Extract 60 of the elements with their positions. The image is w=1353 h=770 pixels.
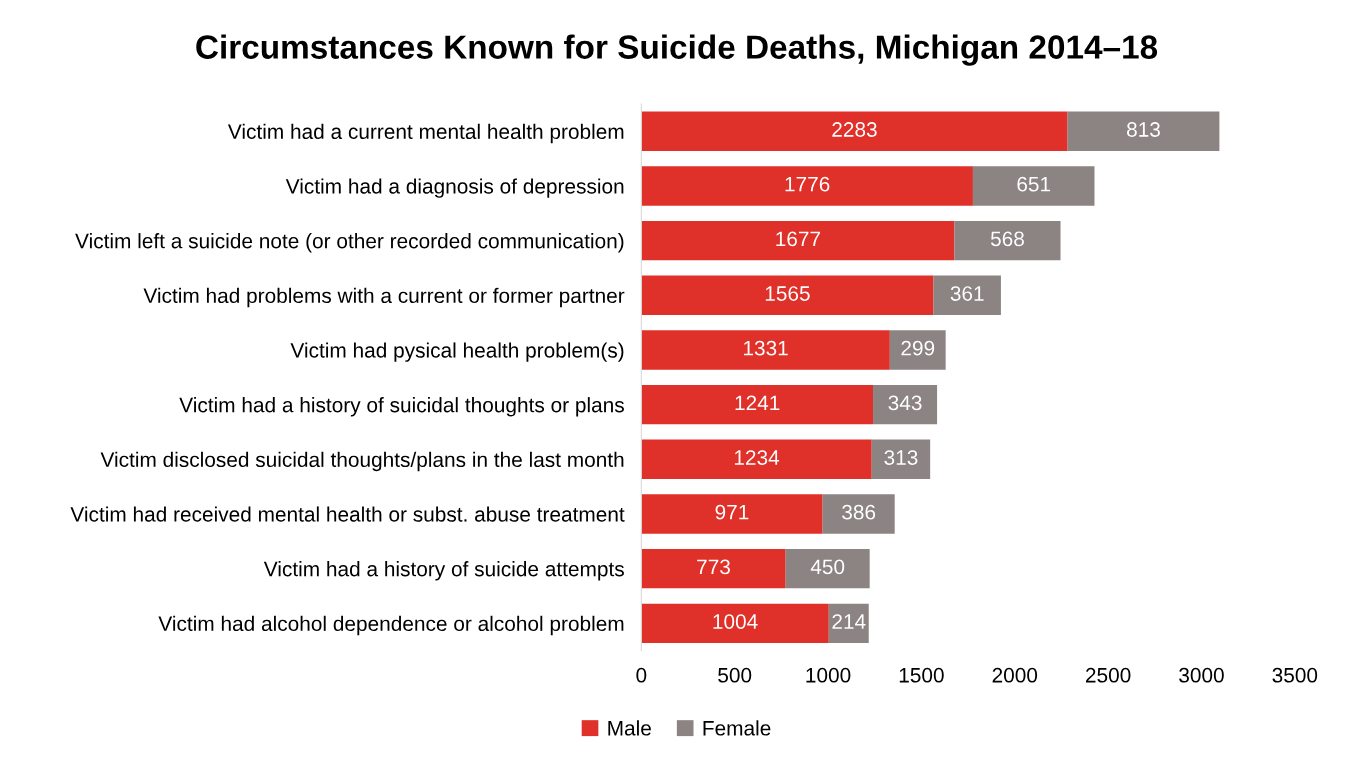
bar: [641, 603, 829, 643]
bar: [641, 111, 1068, 151]
x-tick-label: 2500: [1085, 667, 1131, 683]
y-tick-label: Victim left a suicide note (or other recorded communication): [75, 233, 624, 253]
data-label: 1565: [765, 286, 810, 301]
data-label: 361: [950, 286, 984, 301]
x-tick-label: 1000: [806, 667, 851, 683]
bar: [873, 384, 938, 425]
bar: [641, 384, 874, 425]
x-tick-label: 2000: [992, 667, 1038, 683]
bar: [641, 275, 934, 315]
x-tick-label: 3500: [1272, 667, 1318, 683]
y-tick-label: Victim had pysical health problem(s): [290, 342, 624, 362]
data-label: 214: [832, 614, 866, 629]
data-label: 651: [1017, 176, 1051, 192]
y-tick-label: Victim had a history of suicide attempts: [263, 561, 624, 581]
x-tick-label: 1500: [899, 667, 944, 683]
data-label: 2283: [832, 122, 877, 137]
data-label: 1331: [744, 340, 788, 356]
data-label: 313: [884, 450, 918, 465]
data-label: 343: [888, 395, 922, 411]
bar: [933, 275, 1001, 315]
bar: [871, 439, 931, 479]
data-label: 386: [842, 504, 876, 520]
data-label: 1677: [776, 231, 821, 247]
bar: [972, 166, 1095, 206]
data-label: 773: [697, 559, 730, 575]
bar: [641, 330, 890, 370]
y-tick-label: Victim had alcohol dependence or alcohol problem: [158, 615, 624, 636]
legend-label: Male: [608, 720, 651, 736]
y-tick-label: Victim had received mental health or subst. abuse treatment: [70, 506, 625, 522]
bar: [1067, 111, 1220, 151]
bar: [822, 494, 895, 534]
y-tick-label: Victim had a diagnosis of depression: [285, 178, 624, 198]
data-label: 971: [715, 504, 749, 520]
chart-title: Circumstances Known for Suicide Deaths, Michigan 2014–18: [196, 34, 1158, 66]
bar: [641, 548, 786, 589]
data-label: 1234: [734, 450, 780, 465]
data-label: 813: [1127, 122, 1160, 137]
y-tick-label: Victim disclosed suicidal thoughts/plans in the last month: [100, 451, 624, 472]
x-tick-label: 3000: [1179, 667, 1224, 683]
bar: [785, 548, 870, 589]
y-tick-label: Victim had problems with a current or former partner: [143, 287, 625, 308]
data-label: 299: [901, 340, 935, 356]
bar: [641, 220, 955, 261]
bar: [889, 330, 946, 370]
legend-label: Female: [703, 720, 771, 736]
x-tick-label: 500: [718, 667, 752, 683]
data-label: 1004: [713, 614, 758, 629]
bar: [641, 439, 872, 479]
data-label: 1241: [735, 395, 780, 411]
bar: [954, 220, 1061, 261]
data-label: 568: [990, 231, 1024, 247]
bar: [641, 494, 823, 534]
data-label: 450: [810, 559, 845, 575]
x-tick-label: 0: [636, 667, 647, 683]
y-tick-label: Victim had a history of suicidal thoughts or plans: [179, 397, 624, 417]
bar: [641, 166, 973, 206]
y-tick-label: Victim had a current mental health problem: [227, 123, 624, 144]
data-label: 1776: [785, 176, 830, 192]
